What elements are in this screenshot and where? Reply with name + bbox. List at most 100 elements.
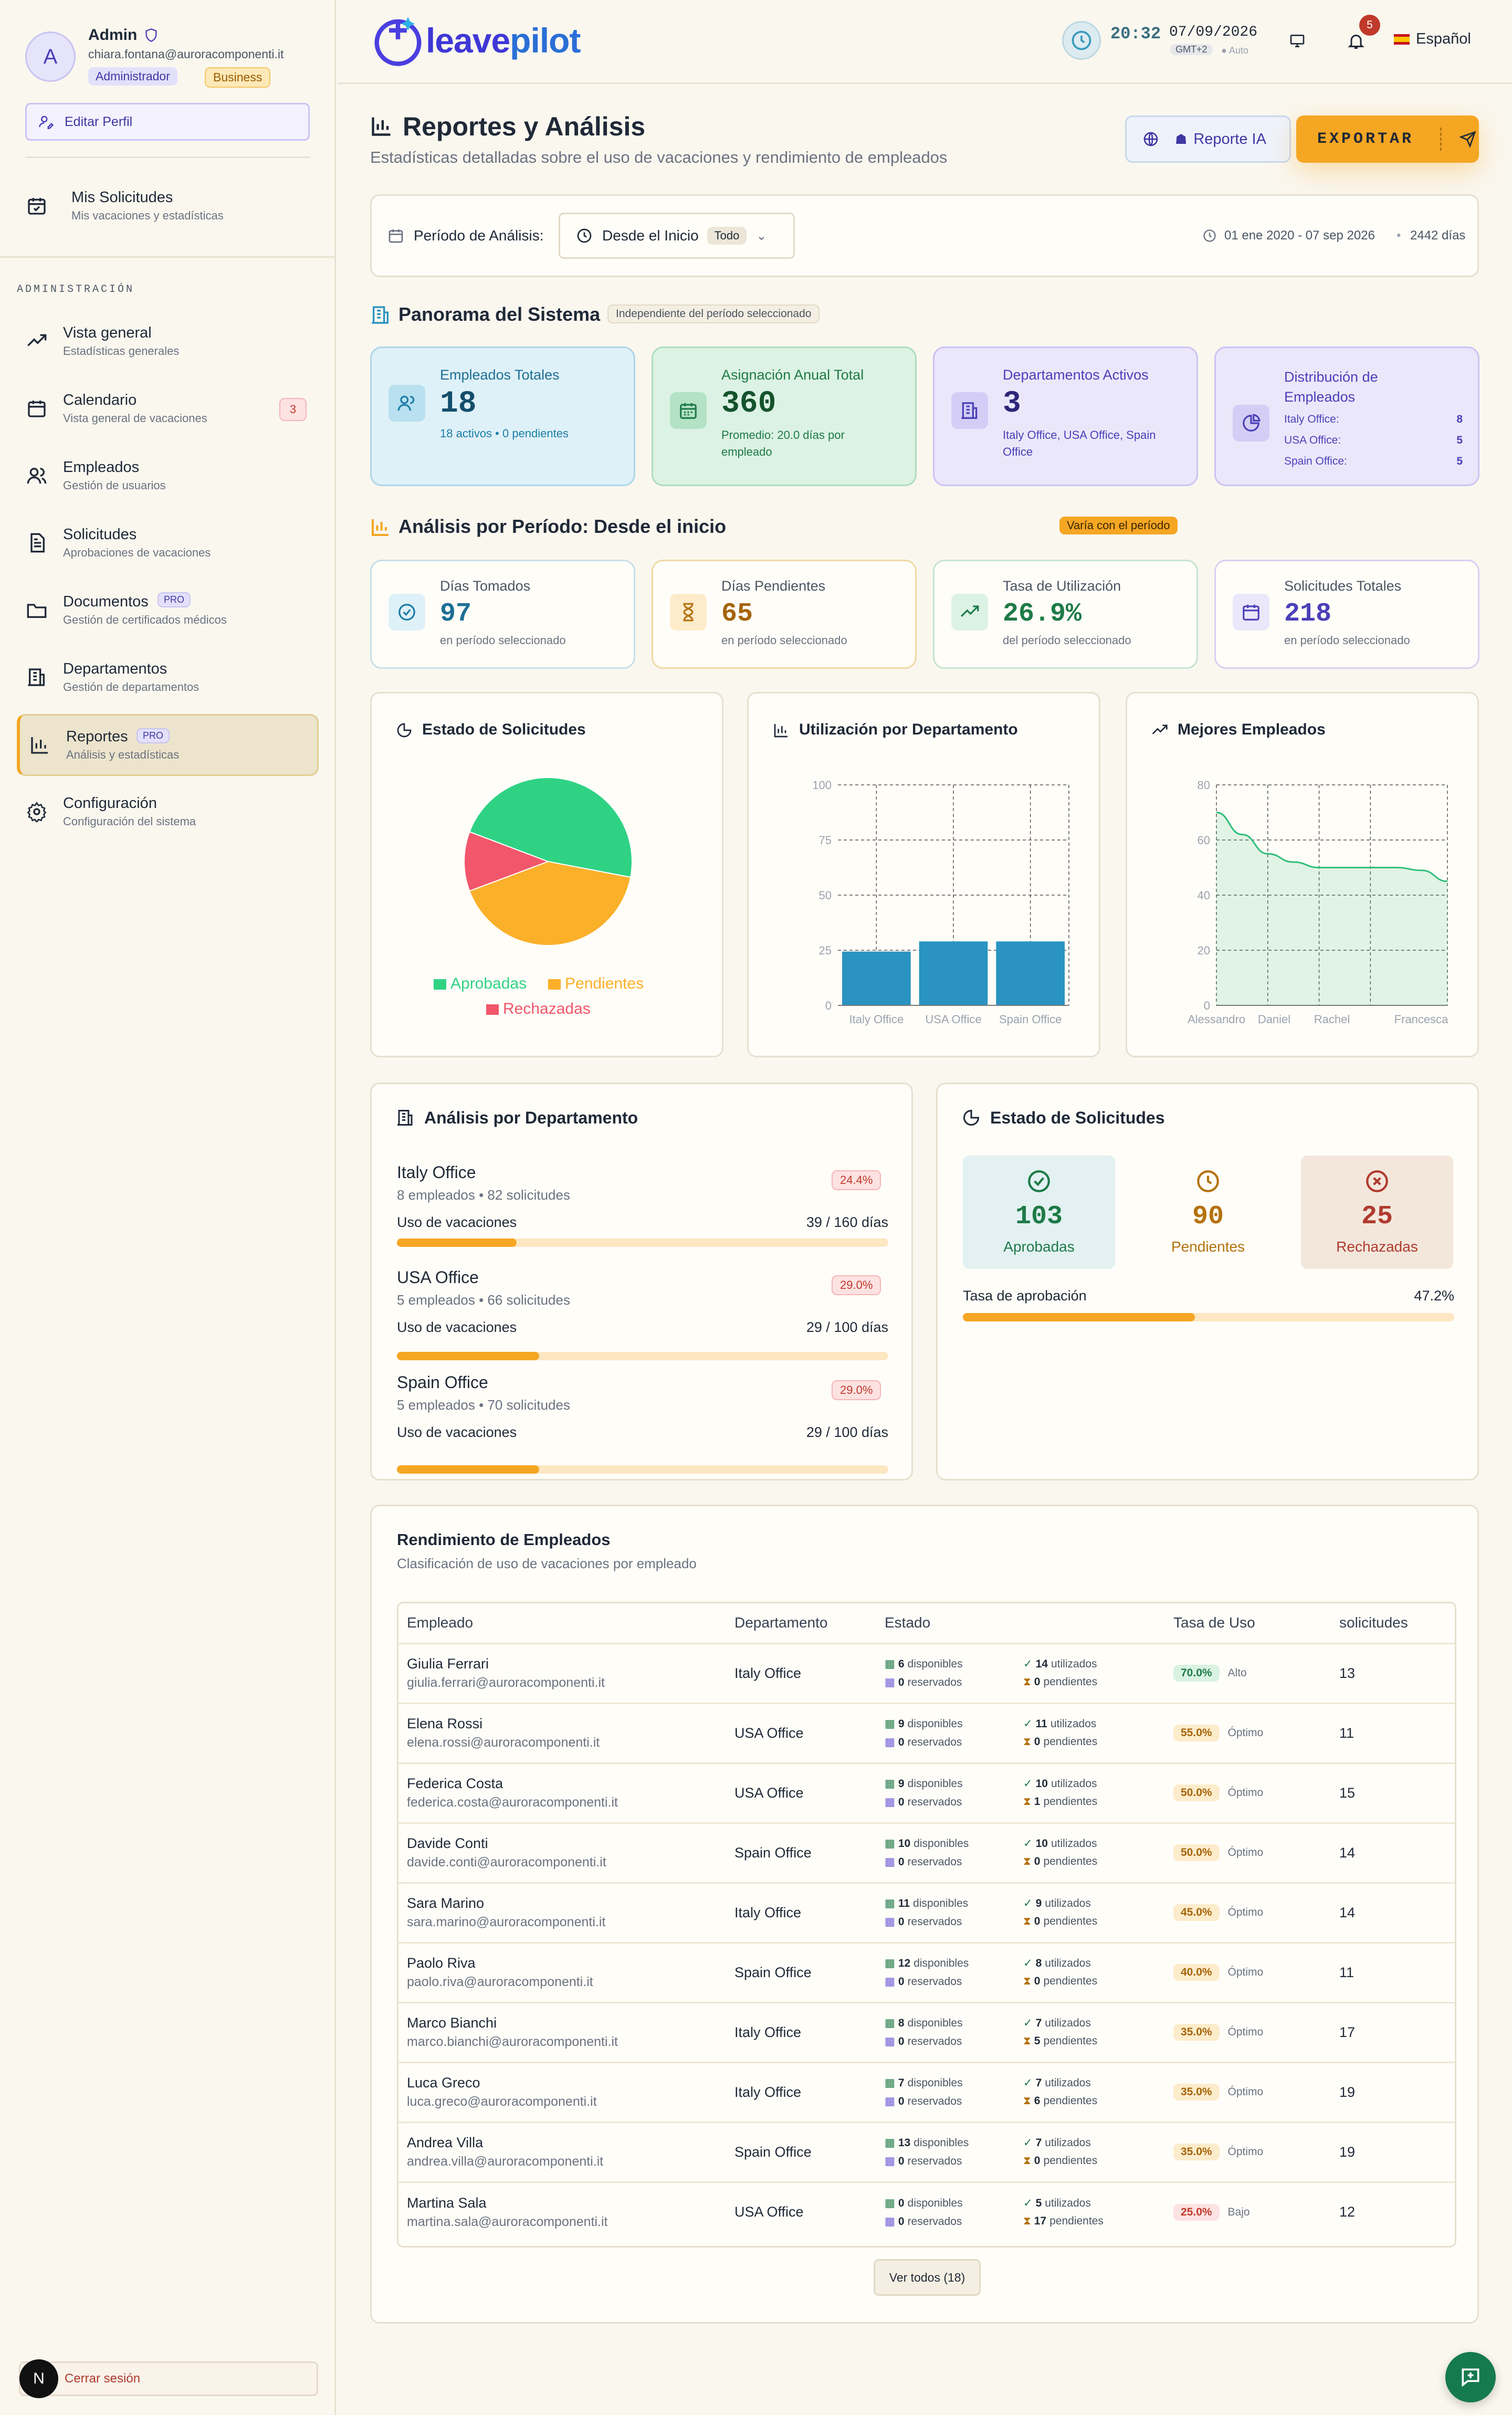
table-row[interactable]: Martina Sala martina.sala@auroracomponent… <box>398 2181 1455 2242</box>
approved-label: Aprobadas <box>1003 1238 1075 1255</box>
sidebar-item-settings[interactable]: Configuración Configuración del sistema <box>17 782 319 844</box>
status-count: 0 <box>898 2215 905 2228</box>
bar-chart: 0 25 50 75 100 Italy Office USA Office Spain Of… <box>812 779 1069 1026</box>
approval-rate-label: Tasa de aprobación <box>963 1288 1087 1304</box>
calendar-icon <box>670 392 707 429</box>
table-row[interactable]: Giulia Ferrari giulia.ferrari@auroracompo… <box>398 1642 1455 1703</box>
table-row[interactable]: Luca Greco luca.greco@auroracomponenti.it… <box>398 2061 1455 2122</box>
department-cell: USA Office <box>734 1702 885 1763</box>
stat-label: Días Pendientes <box>721 578 826 594</box>
calendar-icon <box>1233 594 1269 631</box>
sidebar-item-calendar[interactable]: Calendario Vista general de vacaciones 3 <box>17 379 319 441</box>
status-count: 0 <box>898 2155 905 2167</box>
monitor-icon[interactable] <box>1288 33 1307 49</box>
table-row[interactable]: Marco Bianchi marco.bianchi@auroracompone… <box>398 2001 1455 2062</box>
calendar-check-icon: ▦ <box>885 1897 895 1909</box>
usage-label: Uso de vacaciones <box>397 1214 517 1230</box>
sidebar-item-label: Configuración <box>63 795 157 812</box>
status-cell: ▦ 9 disponibles ✓ 10 utilizados ▦ 0 reservados ⧗ 1… <box>885 1762 1173 1823</box>
calendar-icon: ▦ <box>885 2035 895 2048</box>
department-cell: USA Office <box>734 2181 885 2242</box>
status-count: 0 <box>898 1796 905 1808</box>
avatar[interactable]: A <box>25 32 76 82</box>
bar <box>996 941 1065 1005</box>
sidebar-item-employees[interactable]: Empleados Gestión de usuarios <box>17 446 319 508</box>
calendar-icon: ▦ <box>885 2095 895 2107</box>
pie-slice <box>468 860 632 946</box>
status-count: 5 <box>1035 2197 1042 2209</box>
status-item: ▦ 6 disponibles <box>885 1657 1023 1671</box>
table-row[interactable]: Sara Marino sara.marino@auroracomponenti.… <box>398 1882 1455 1942</box>
table-row[interactable]: Elena Rossi elena.rossi@auroracomponenti.… <box>398 1702 1455 1763</box>
legend-label: Aprobadas <box>450 975 527 992</box>
sidebar-item-overview[interactable]: Vista general Estadísticas generales <box>17 312 319 374</box>
sidebar-item-documents[interactable]: Documentos PRO Gestión de certificados m… <box>17 581 319 643</box>
logout-button[interactable]: N Cerrar sesión <box>19 2359 318 2398</box>
stat-annual-allocation: Asignación Anual Total 360 Promedio: 20.… <box>652 346 917 486</box>
stat-utilization-rate: Tasa de Utilización 26.9% del período se… <box>933 560 1198 669</box>
tick-label: 80 <box>1198 779 1210 792</box>
rate-cell: 35.0% Óptimo <box>1173 2001 1339 2062</box>
auto-label: ● Auto <box>1221 45 1248 56</box>
sidebar-item-my-requests[interactable]: Mis Solicitudes Mis vacaciones y estadís… <box>17 176 319 238</box>
hourglass-icon: ⧗ <box>1023 1915 1031 1927</box>
status-item: ▦ 0 reservados <box>885 2035 1023 2048</box>
status-item: ▦ 0 reservados <box>885 1736 1023 1749</box>
table-row[interactable]: Paolo Riva paolo.riva@auroracomponenti.it… <box>398 1941 1455 2002</box>
sidebar-item-reports[interactable]: Reportes PRO Análisis y estadísticas <box>17 714 319 776</box>
sidebar-item-departments[interactable]: Departamentos Gestión de departamentos <box>17 648 319 710</box>
employee-cell: Paolo Riva paolo.riva@auroracomponenti.it <box>398 1941 734 2002</box>
stat-days-pending: Días Pendientes 65 en período selecciona… <box>652 560 917 669</box>
table-row[interactable]: Andrea Villa andrea.villa@auroracomponent… <box>398 2121 1455 2182</box>
ai-report-button[interactable]: ☗ Reporte IA <box>1125 116 1291 163</box>
stat-days-taken: Días Tomados 97 en período seleccionado <box>370 560 635 669</box>
trend-icon <box>951 594 988 631</box>
export-button[interactable]: EXPORTAR <box>1296 116 1479 163</box>
building-icon <box>397 1110 413 1126</box>
stat-label: Departamentos Activos <box>1003 367 1149 383</box>
tick-label: 40 <box>1198 889 1210 902</box>
stat-value: 26.9% <box>1003 599 1082 629</box>
employee-name: Andrea Villa <box>407 2135 484 2150</box>
tick-label: Daniel <box>1258 1013 1290 1026</box>
chat-button[interactable] <box>1445 2352 1496 2402</box>
bell-icon[interactable] <box>1347 32 1366 50</box>
hourglass-icon: ⧗ <box>1023 2035 1031 2047</box>
table-row[interactable]: Federica Costa federica.costa@auroracompo… <box>398 1762 1455 1823</box>
stat-total-requests: Solicitudes Totales 218 en período selec… <box>1214 560 1479 669</box>
area-chart: 0 20 40 60 80 Alessandro Daniel Rachel Francesca <box>1188 779 1448 1026</box>
status-item: ▦ 0 reservados <box>885 1915 1023 1928</box>
dist-row: USA Office: 5 <box>1284 434 1463 447</box>
status-label: utilizados <box>1051 1658 1097 1670</box>
rate-level: Óptimo <box>1227 1846 1264 1858</box>
table-header-row: Empleado Departamento Estado Tasa de Uso… <box>398 1603 1455 1643</box>
period-select[interactable]: Desde el Inicio Todo ⌄ <box>559 213 795 259</box>
view-all-button[interactable]: Ver todos (18) <box>874 2259 981 2296</box>
area-fill <box>1216 812 1447 1005</box>
status-cell: ▦ 10 disponibles ✓ 10 utilizados ▦ 0 reservados ⧗… <box>885 1822 1173 1883</box>
stat-sub: Promedio: 20.0 días por empleado <box>721 428 845 458</box>
bar <box>842 951 911 1005</box>
table-row[interactable]: Davide Conti davide.conti@auroracomponent… <box>398 1822 1455 1883</box>
rate-badge: 50.0% <box>1173 1844 1220 1861</box>
language-selector[interactable]: Español <box>1394 30 1471 48</box>
employee-email: sara.marino@auroracomponenti.it <box>407 1915 606 1929</box>
clock-icon[interactable] <box>1062 21 1101 60</box>
status-label: reservados <box>907 2155 962 2167</box>
rate-level: Alto <box>1227 1667 1247 1679</box>
send-icon <box>1460 131 1476 148</box>
dept-pct-badge: 29.0% <box>832 1380 881 1400</box>
status-count: 0 <box>898 2197 905 2209</box>
sidebar-item-requests[interactable]: Solicitudes Aprobaciones de vacaciones <box>17 513 319 575</box>
tick-label: 0 <box>1204 999 1210 1012</box>
edit-profile-button[interactable]: Editar Perfil <box>25 103 310 141</box>
status-count: 10 <box>1035 1838 1048 1850</box>
x-circle-icon <box>1366 1170 1388 1192</box>
status-item: ✓ 7 utilizados <box>1023 2017 1162 2030</box>
column-header: Tasa de Uso <box>1173 1614 1255 1631</box>
status-count: 11 <box>898 1897 910 1909</box>
employee-table-wrap: Empleado Departamento Estado Tasa de Uso… <box>397 1602 1456 2248</box>
sidebar-item-label: Documentos <box>63 593 149 610</box>
app-logo[interactable]: leavepilot <box>370 13 581 68</box>
period-analysis-title: Análisis por Período: Desde el inicio <box>398 516 727 537</box>
